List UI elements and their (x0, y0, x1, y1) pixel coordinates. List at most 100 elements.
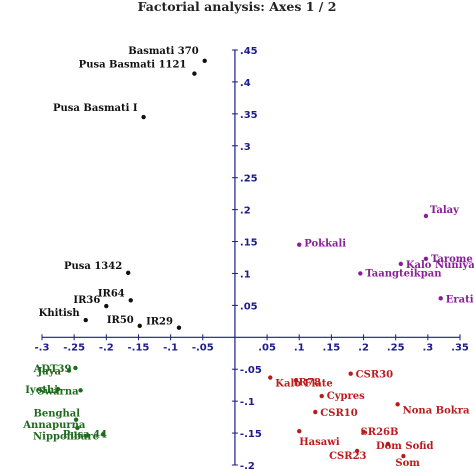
point-label-som: Som (395, 458, 420, 469)
y-tick-label: .15 (240, 238, 258, 249)
point-label-khitish: Khitish (39, 308, 81, 319)
y-tick-label: .25 (240, 174, 258, 185)
x-tick-label: -.05 (192, 342, 214, 353)
point-label-ir64: IR64 (98, 288, 125, 299)
x-tick-label: .2 (358, 342, 369, 353)
point-pokkali (297, 242, 302, 247)
point-label-adt39: ADT39 (33, 364, 72, 375)
y-tick-label: .45 (240, 46, 258, 57)
point-label-pusa-44: Pusa 44 (63, 429, 107, 440)
point-label-dom-sofid: Dom Sofid (376, 441, 434, 452)
point-label-ir29: IR29 (146, 317, 173, 328)
point-label-ir50: IR50 (107, 315, 134, 326)
point-label-csr30: CSR30 (356, 370, 393, 381)
x-tick-label: -.2 (99, 342, 114, 353)
point-label-benghal: Benghal (33, 409, 80, 420)
point-label-pusa-1342: Pusa 1342 (64, 261, 122, 272)
point-csr23 (354, 448, 360, 454)
x-tick-label: -.1 (163, 342, 178, 353)
y-tick-label: -.15 (240, 429, 262, 440)
point-cypres (319, 393, 324, 399)
chart-title: Factorial analysis: Axes 1 / 2 (138, 0, 337, 14)
point-sr26b (361, 429, 366, 434)
x-tick-label: .05 (258, 342, 276, 353)
x-tick-label: -.3 (35, 342, 50, 353)
point-kalo-nuniya (398, 261, 404, 267)
point-ir36 (104, 303, 109, 309)
point-ir50 (137, 323, 142, 329)
point-label-csr23: CSR23 (329, 451, 366, 462)
point-taangteikpan (358, 271, 363, 276)
point-label-pusa-basmati-1121: Pusa Basmati 1121 (79, 60, 187, 71)
point-label-hasawi: Hasawi (299, 437, 340, 448)
point-label-kalo-nuniya: Kalo Nuniya (406, 260, 474, 271)
tick-group: -.3 -.25 -.2 -.15 -.1 -.05 .05 .1 .15 .2 .25 .3 .35.… (35, 46, 469, 472)
point-label-csr10: CSR10 (320, 408, 357, 419)
y-tick-label: .1 (240, 269, 251, 280)
x-tick-label: .25 (387, 342, 405, 353)
point-kalo-flate (268, 375, 273, 380)
point-label-swarna: Swarna (37, 386, 79, 397)
point-pusa-1342 (125, 270, 131, 276)
point-adt39 (73, 365, 78, 371)
point-label-sr26b: SR26B (361, 427, 399, 438)
point-ir29 (176, 325, 182, 330)
y-tick-label: .05 (240, 301, 258, 312)
point-label-nipponbare: Nipponbare (33, 432, 99, 443)
data-points: Basmati 370 Pusa Basmati 1121 Pusa Basmati… (22, 46, 474, 469)
point-label-ir78: IR78 (294, 378, 321, 389)
point-dom-sofid (385, 441, 391, 447)
x-tick-label: .15 (323, 342, 341, 353)
y-tick-label: -.05 (240, 365, 262, 376)
point-label-basmati-370: Basmati 370 (128, 46, 198, 57)
point-label-iyothi: Iyothi (25, 385, 58, 396)
point-pusa-basmati-1121 (192, 71, 197, 76)
point-talay (423, 213, 429, 219)
axes (42, 50, 460, 465)
y-tick-label: .4 (240, 78, 251, 89)
point-label-pusa-basmati-i: Pusa Basmati I (53, 103, 138, 114)
point-khitish (83, 317, 88, 323)
point-label-talay: Talay (430, 205, 460, 216)
x-tick-label: -.25 (63, 342, 85, 353)
point-pusa-basmati-i (141, 114, 146, 120)
y-tick-label: -.1 (240, 397, 255, 408)
x-tick-label: -.15 (128, 342, 150, 353)
point-som (401, 453, 406, 459)
y-tick-label: -.2 (240, 461, 255, 472)
point-ir64 (128, 298, 133, 303)
x-tick-label: .1 (294, 342, 305, 353)
point-label-cypres: Cypres (327, 391, 365, 402)
point-swarna (78, 388, 83, 393)
point-basmati-370 (202, 58, 207, 64)
point-label-pokkali: Pokkali (304, 239, 346, 250)
point-nona-bokra (395, 402, 400, 407)
point-label-taangteikpan: Taangteikpan (365, 268, 442, 279)
point-label-ir36: IR36 (73, 295, 100, 306)
point-nipponbare (84, 433, 90, 438)
point-label-jaya: Jaya (36, 367, 61, 378)
point-pusa-44 (100, 432, 106, 437)
y-tick-label: .3 (240, 142, 251, 153)
point-label-tarome: Tarome (431, 254, 473, 265)
point-tarome (423, 256, 429, 261)
point-label-nona-bokra: Nona Bokra (403, 405, 470, 416)
x-tick-label: .3 (422, 342, 433, 353)
point-jaya (66, 368, 72, 373)
point-label-eratio: Eratio (446, 294, 474, 305)
y-tick-label: .2 (240, 206, 251, 217)
point-label-kalo-flate: Kalo Flate (275, 379, 332, 390)
point-hasawi (297, 428, 302, 434)
y-tick-label: .35 (240, 110, 258, 121)
point-ir78 (293, 378, 299, 383)
point-benghal (73, 417, 79, 422)
point-eratio (438, 296, 443, 301)
point-label-annapurna: Annapurna (22, 420, 86, 431)
x-tick-label: .35 (451, 342, 469, 353)
point-csr10 (313, 409, 318, 415)
point-csr30 (348, 371, 353, 376)
point-iyothi (55, 386, 61, 392)
point-annapurna (75, 425, 80, 431)
